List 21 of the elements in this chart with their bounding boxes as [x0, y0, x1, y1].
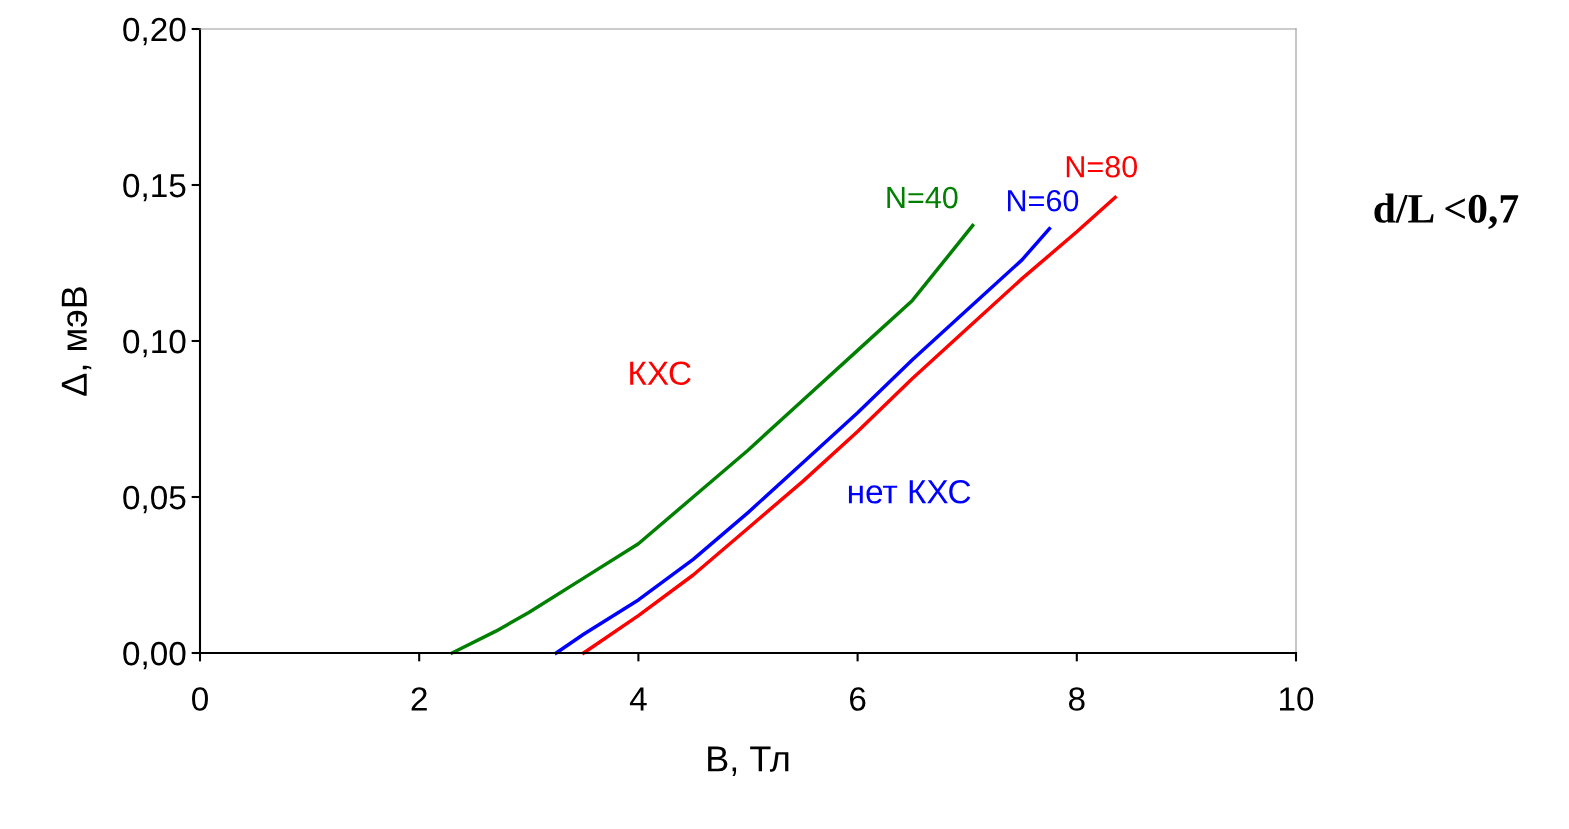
y-axis-title: Δ, мэВ — [61, 287, 92, 396]
line-series — [450, 223, 975, 655]
y-tick-label: 0,10 — [123, 329, 186, 358]
x-axis-title: B, Тл — [708, 746, 789, 776]
annotation: нет КХС — [848, 479, 971, 504]
x-tick-label: 10 — [1280, 687, 1314, 711]
series-label: N=80 — [1066, 155, 1138, 178]
x-tick-label: 2 — [411, 687, 427, 711]
y-tick-label: 0,05 — [123, 485, 186, 514]
x-tick-label: 8 — [1068, 687, 1085, 711]
x-tick-label: 4 — [629, 687, 647, 711]
x-tick-label: 0 — [192, 687, 208, 711]
annotation: КХС — [630, 361, 691, 386]
y-tick-label: 0,20 — [123, 17, 186, 46]
series-label: N=60 — [1008, 189, 1079, 212]
line-series — [554, 226, 1052, 655]
y-tick-label: 0,15 — [123, 173, 186, 202]
text: d/L <0,7 — [1374, 193, 1519, 229]
x-tick-label: 6 — [850, 687, 866, 711]
series-label: N=40 — [887, 186, 958, 209]
y-tick-label: 0,00 — [123, 641, 186, 670]
